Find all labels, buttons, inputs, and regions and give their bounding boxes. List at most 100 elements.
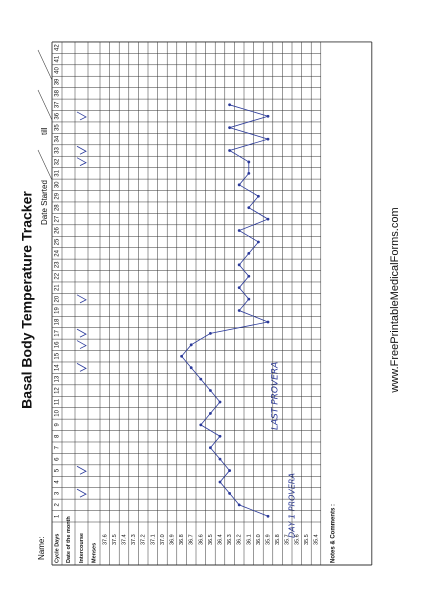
temperature-label: 35.7 [285,534,291,545]
day-number: 32 [55,158,61,165]
temperature-point [247,160,251,164]
day-number: 29 [55,192,61,199]
temperature-label: 36.9 [169,534,175,545]
temperature-point [218,480,222,484]
temperature-point [209,332,212,335]
temperature-label: 37.0 [160,534,166,545]
temperature-point [189,343,193,347]
day-number: 10 [55,409,61,416]
day-number: 8 [55,434,61,438]
day-number: 18 [55,318,61,325]
temperature-label: 37.1 [150,534,156,545]
website: www.FreePrintableMedicalForms.com [389,207,401,393]
temperature-label: 36.0 [256,534,262,545]
temperature-point [266,217,270,221]
day-number: 40 [55,67,61,74]
check-mark [76,465,87,475]
check-mark [76,363,87,372]
temperature-label: 37.4 [121,534,127,545]
notes-label: Notes & Comments : [330,504,336,563]
check-mark [76,488,87,498]
temperature-point [257,240,260,244]
day-number: 7 [55,445,61,449]
title: Basal Body Temperature Tracker [19,191,35,409]
temperature-point [218,434,222,438]
temperature-point [228,492,232,495]
day-number: 37 [55,101,61,108]
temperature-point [247,297,251,301]
temperature-point [247,206,251,210]
check-mark [76,157,87,167]
temperature-label: 37.3 [131,534,137,545]
day-number: 15 [55,352,61,359]
temperature-point [189,366,193,370]
day-number: 22 [55,272,61,279]
temperature-point [237,503,241,507]
annotation: LAST PROVERA [271,362,281,430]
day-number: 3 [55,491,61,495]
temperature-point [209,389,212,392]
day-number: 5 [55,468,61,472]
date-started-label: Date Started [40,180,49,225]
temperature-label: 36.2 [237,534,243,545]
temperature-label: 35.6 [294,534,300,545]
row-label: Menses [91,543,97,563]
day-number: 33 [55,147,61,154]
temperature-point [266,320,270,324]
till-label: till [40,127,49,135]
temperature-point [228,126,232,130]
day-number: 31 [55,169,61,176]
day-number: 11 [55,398,61,405]
day-number: 28 [55,204,61,211]
day-number: 34 [55,135,61,142]
day-number: 21 [55,284,61,291]
temperature-point [228,469,232,472]
temperature-point [228,149,232,152]
temperature-label: 36.8 [179,534,185,545]
day-number: 42 [55,44,61,51]
day-number: 6 [55,457,61,461]
day-number: 26 [55,227,61,234]
row-label: Intercourse [79,533,85,563]
day-number: 20 [55,295,61,302]
row-label: Date of the month [66,516,72,563]
temperature-point [237,183,241,187]
temperature-point [247,171,251,175]
day-number: 16 [55,341,61,348]
temperature-point [247,274,251,278]
temperature-label: 35.9 [265,534,271,545]
temperature-label: 35.5 [304,534,310,545]
temperature-label: 36.6 [198,534,204,545]
temperature-point [266,514,270,518]
temperature-label: 37.5 [112,534,118,545]
temperature-point [199,377,203,381]
temperature-label: 36.4 [217,534,223,545]
temperature-label: 37.6 [102,534,108,545]
day-number: 12 [55,387,61,394]
temperature-point [209,446,212,450]
temperature-point [199,423,203,427]
temperature-point [180,354,184,358]
day-number: 2 [55,503,61,507]
temperature-point [218,400,222,404]
temperature-label: 36.5 [208,534,214,545]
day-number: 27 [55,215,61,222]
temperature-label: 35.8 [275,534,281,545]
check-mark [76,340,87,349]
day-number: 23 [55,261,61,268]
day-number: 25 [55,238,61,245]
date-slashes [37,49,53,181]
temperature-label: 36.3 [227,534,233,545]
temperature-label: 35.4 [313,534,319,545]
form: Basal Body Temperature Tracker Name: Dat… [19,41,401,566]
day-number: 39 [55,78,61,85]
check-mark [76,328,87,338]
temperature-point [237,263,241,267]
temperature-point [237,229,241,232]
temperature-label: 36.7 [189,534,195,545]
day-number: 24 [55,249,61,256]
check-mark [76,145,87,155]
temperature-point [237,286,241,290]
temperature-point [209,412,212,415]
